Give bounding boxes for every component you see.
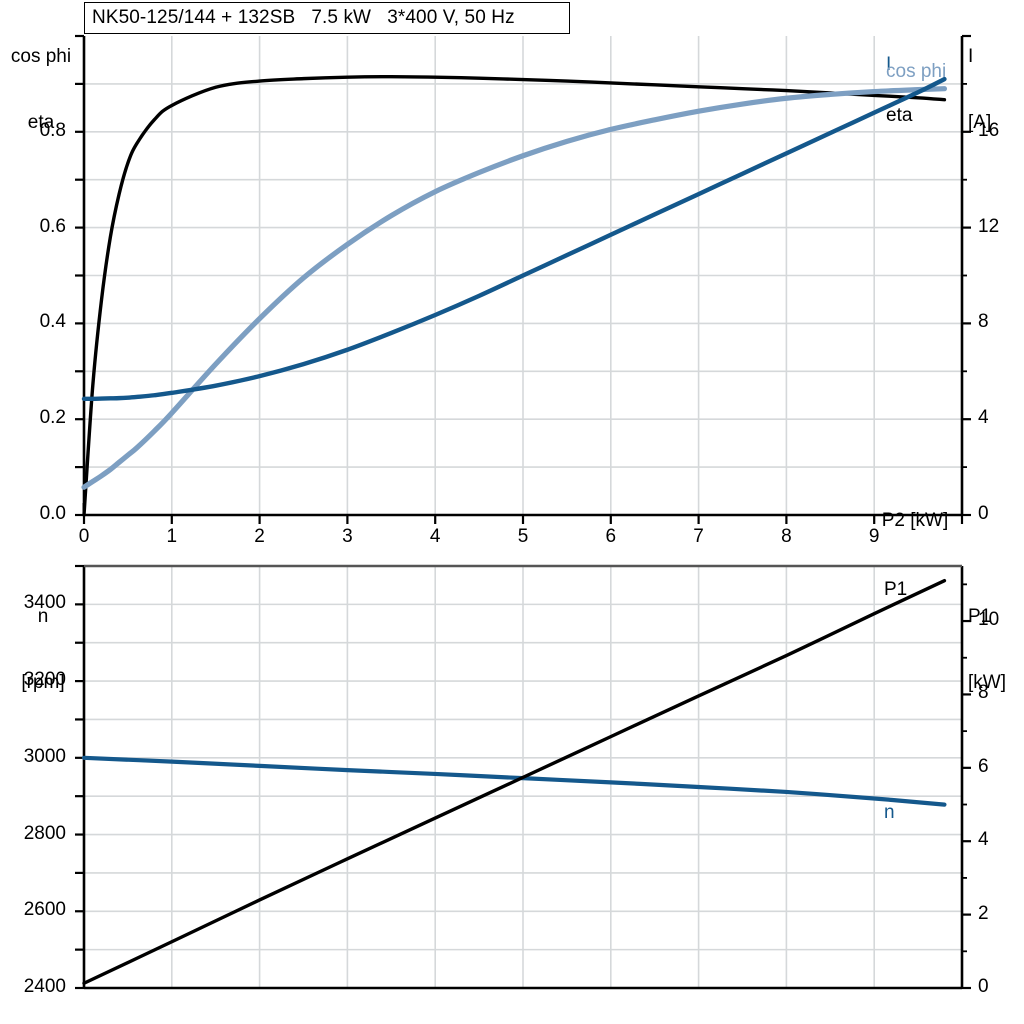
bottom-right-tick-10: 10 — [978, 609, 1000, 631]
bottom-left-tick-2400: 2400 — [23, 976, 66, 997]
top-x-tick-8: 8 — [781, 526, 792, 547]
curve-label-current: I — [886, 54, 892, 75]
bottom-right-tick-8: 8 — [978, 682, 989, 704]
top-x-tick-1: 1 — [166, 526, 178, 547]
chart-title-box: NK50-125/144 + 132SB 7.5 kW 3*400 V, 50 … — [84, 2, 570, 34]
top-left-tick-0.4: 0.4 — [39, 311, 66, 333]
bottom-left-axis-title: n [rpm] — [21, 606, 65, 693]
top-x-tick-2: 2 — [254, 526, 265, 547]
curve-label-p1: P1 — [884, 579, 908, 600]
top-left-tick-0.0: 0.0 — [39, 503, 66, 524]
top-x-tick-7: 7 — [693, 526, 704, 547]
top-left-axis-title: cos phi eta — [10, 46, 72, 133]
bottom-left-tick-2600: 2600 — [23, 899, 66, 921]
top-chart-axes — [75, 34, 971, 524]
top-x-tick-6: 6 — [605, 526, 617, 547]
top-x-tick-0: 0 — [78, 526, 90, 547]
curve-label-speed: n — [884, 802, 895, 823]
bottom-left-tick-2800: 2800 — [23, 822, 66, 844]
bottom-chart-axes — [75, 564, 971, 990]
top-x-tick-5: 5 — [517, 526, 529, 547]
bottom-left-tick-3200: 3200 — [23, 669, 66, 691]
top-right-tick-0: 0 — [978, 503, 989, 524]
top-x-tick-3: 3 — [342, 526, 353, 547]
top-right-tick-8: 8 — [978, 311, 989, 333]
top-right-tick-4: 4 — [978, 407, 989, 429]
bottom-right-tick-2: 2 — [978, 902, 989, 924]
bottom-right-axis-title: P1 [kW] — [968, 606, 1006, 693]
bottom-left-tick-3400: 3400 — [23, 592, 66, 614]
top-x-tick-9: 9 — [868, 526, 880, 547]
top-chart-curves — [81, 75, 948, 517]
top-left-tick-0.8: 0.8 — [39, 119, 66, 141]
top-right-tick-16: 16 — [978, 119, 1000, 141]
bottom-right-tick-4: 4 — [978, 829, 989, 851]
top-left-tick-0.2: 0.2 — [39, 407, 66, 429]
chart-title-text: NK50-125/144 + 132SB 7.5 kW 3*400 V, 50 … — [92, 7, 515, 28]
top-x-axis-title: P2 [kW] — [881, 510, 949, 531]
curve-label-eta: eta — [886, 105, 913, 126]
top-x-tick-4: 4 — [429, 526, 441, 547]
bottom-chart-curves — [81, 578, 947, 985]
bottom-right-tick-0: 0 — [978, 976, 989, 997]
curve-label-cos-phi: cos phi — [886, 61, 947, 82]
top-right-tick-12: 12 — [978, 215, 1000, 237]
top-right-axis-title: I [A] — [968, 46, 992, 133]
top-left-tick-0.6: 0.6 — [39, 215, 66, 237]
bottom-chart-gridlines — [84, 566, 962, 988]
top-chart-gridlines — [84, 36, 962, 515]
bottom-right-tick-6: 6 — [978, 755, 989, 777]
bottom-left-tick-3000: 3000 — [23, 745, 66, 767]
